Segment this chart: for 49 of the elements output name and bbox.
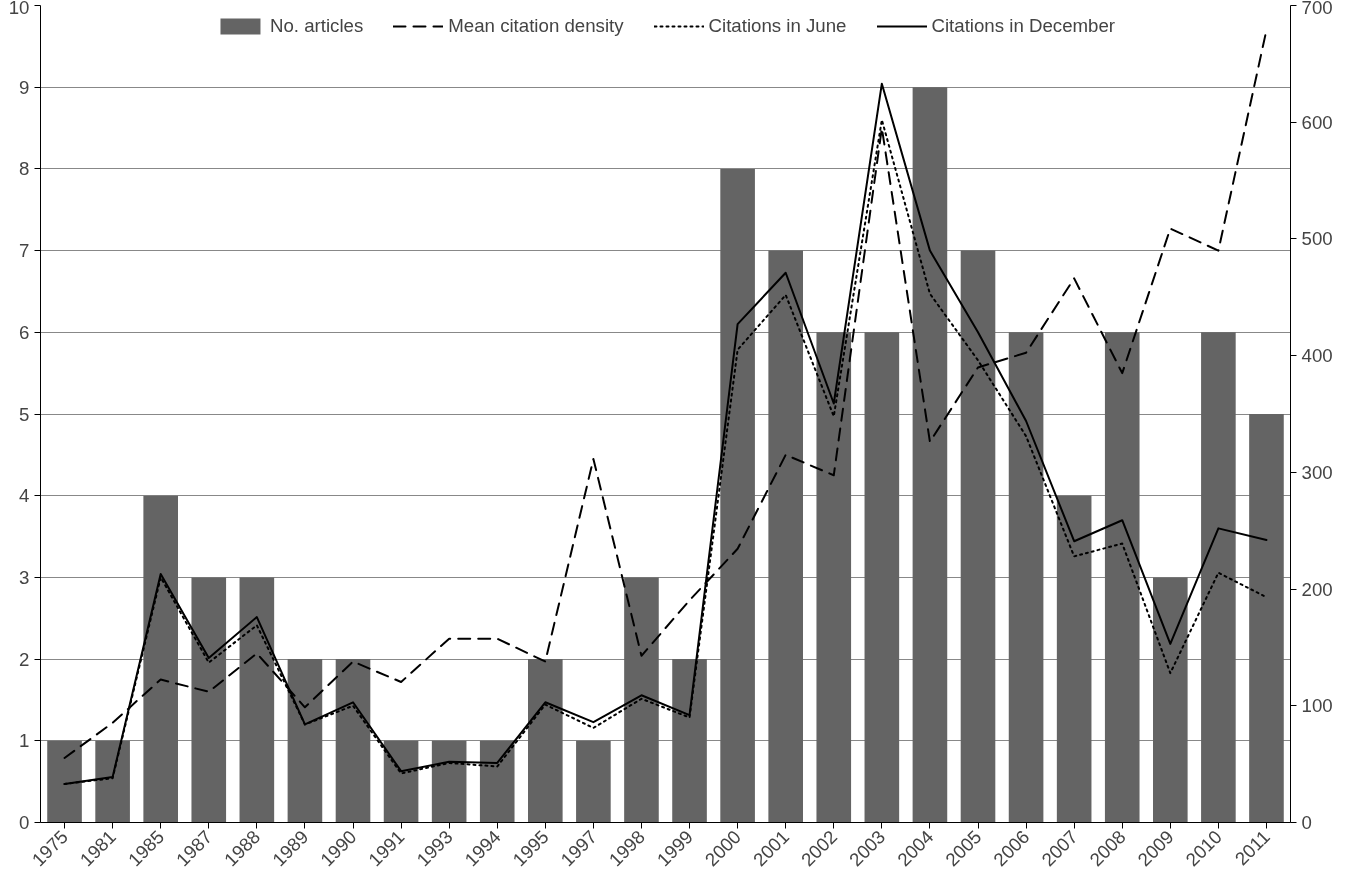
y2-tick-label: 700	[1301, 0, 1333, 18]
y-tick-label: 5	[19, 403, 30, 425]
legend-label: No. articles	[269, 15, 364, 37]
y-tick-label: 9	[19, 76, 30, 98]
legend-label: Mean citation density	[448, 15, 624, 37]
y-tick-label: 8	[19, 158, 30, 180]
y2-tick-label: 600	[1301, 111, 1333, 133]
bar	[576, 740, 611, 823]
bar	[960, 250, 996, 823]
bar	[287, 659, 323, 823]
bar	[816, 332, 852, 823]
y-tick-label: 7	[19, 240, 30, 262]
bar	[1249, 414, 1284, 823]
bar	[912, 87, 948, 823]
y-tick-label: 4	[19, 485, 30, 507]
bar	[335, 659, 371, 823]
y2-tick-label: 300	[1301, 461, 1333, 483]
bar	[768, 250, 803, 823]
bar	[1201, 332, 1236, 823]
bar	[1056, 495, 1092, 823]
y-tick-label: 1	[19, 730, 30, 752]
bar	[47, 740, 82, 823]
bar	[528, 659, 563, 823]
bar	[1153, 577, 1188, 823]
y2-tick-label: 500	[1301, 228, 1333, 250]
y-tick-label: 3	[19, 566, 30, 588]
bar	[672, 659, 707, 823]
y2-tick-label: 100	[1301, 695, 1333, 717]
bar	[864, 332, 900, 823]
y-tick-label: 10	[8, 0, 30, 18]
legend-label: Citations in June	[708, 15, 847, 37]
bar	[624, 577, 659, 823]
bar	[1104, 332, 1140, 823]
bar	[143, 495, 178, 823]
bar	[720, 168, 755, 823]
bar	[431, 740, 467, 823]
y2-tick-label: 400	[1301, 345, 1333, 367]
bar	[1008, 332, 1044, 823]
bar	[191, 577, 227, 823]
y2-tick-label: 0	[1301, 812, 1312, 833]
y-tick-label: 0	[19, 812, 30, 833]
y-tick-label: 2	[19, 648, 30, 670]
bar	[479, 740, 515, 823]
y2-tick-label: 200	[1301, 578, 1333, 600]
legend-label: Citations in December	[931, 15, 1116, 37]
bar	[95, 740, 130, 823]
y-tick-label: 6	[19, 321, 30, 343]
bar	[239, 577, 275, 823]
bar	[383, 740, 419, 823]
